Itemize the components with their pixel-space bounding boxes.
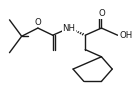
Text: O: O	[35, 17, 41, 26]
Text: OH: OH	[119, 31, 132, 40]
Text: NH: NH	[62, 24, 75, 33]
Text: O: O	[98, 9, 105, 18]
